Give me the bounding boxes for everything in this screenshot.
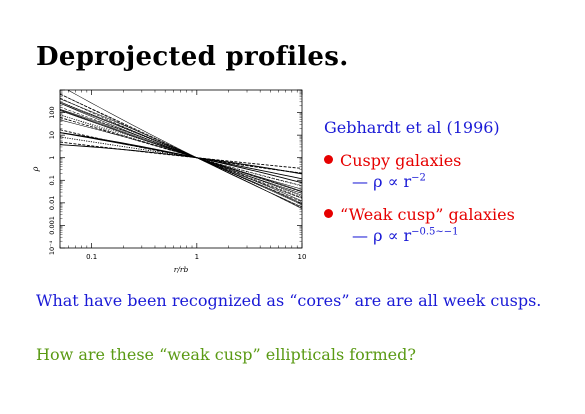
y-tick-label: 1	[48, 156, 56, 160]
x-tick-label: 1	[195, 253, 199, 261]
profile-line	[60, 132, 302, 184]
y-tick-label: 0.01	[48, 196, 56, 210]
plot-frame	[59, 89, 303, 249]
y-tick-label: 100	[48, 106, 56, 118]
profile-line	[60, 144, 302, 175]
relation-exponent: −2	[411, 172, 426, 184]
profile-line	[60, 101, 302, 199]
bullet-cuspy: Cuspy galaxies — ρ ∝ r−2	[324, 150, 564, 192]
bullet-weak-cusp: “Weak cusp” galaxies — ρ ∝ r−0.5∼−1	[324, 204, 564, 246]
slide-title: Deprojected profiles.	[36, 42, 349, 72]
relation-text: — ρ ∝ r	[352, 226, 412, 245]
y-axis-label: ρ	[31, 166, 40, 172]
profile-line	[60, 106, 302, 198]
x-axis-label: r/rb	[174, 265, 189, 274]
chart-svg: 0.1 1 10 10⁻⁴ 0.001 0.01 0.1 1 10 100 r/rb ρ	[31, 89, 307, 274]
series-group	[60, 90, 302, 209]
profile-line	[60, 141, 302, 169]
y-tick-label: 0.001	[48, 216, 56, 235]
density-profile-chart: 0.1 1 10 10⁻⁴ 0.001 0.01 0.1 1 10 100 r/rb ρ	[28, 82, 318, 282]
bullet-dot-icon	[324, 155, 333, 164]
bullet-label: “Weak cusp” galaxies	[340, 205, 515, 224]
profile-line	[60, 114, 302, 197]
y-tick-label: 10⁻⁴	[48, 240, 56, 255]
statement-text: What have been recognized as “cores” are…	[36, 291, 542, 310]
x-tick-label: 0.1	[86, 253, 97, 261]
question-text: How are these “weak cusp” ellipticals fo…	[36, 345, 416, 364]
y-tick-label: 10	[48, 131, 56, 139]
profile-line	[60, 117, 302, 193]
bullet-label: Cuspy galaxies	[340, 151, 462, 170]
bullet-relation: — ρ ∝ r−2	[340, 171, 564, 192]
profile-line	[60, 97, 302, 199]
bullet-relation: — ρ ∝ r−0.5∼−1	[340, 225, 564, 246]
relation-text: — ρ ∝ r	[352, 172, 412, 191]
bullet-dot-icon	[324, 209, 333, 218]
y-tick-label: 0.1	[48, 175, 56, 185]
profile-line	[60, 109, 302, 190]
citation: Gebhardt et al (1996)	[324, 118, 500, 137]
profile-line	[60, 98, 302, 209]
right-column: Gebhardt et al (1996) Cuspy galaxies — ρ…	[324, 117, 564, 246]
x-tick-label: 10	[298, 253, 307, 261]
profile-line	[60, 116, 302, 186]
relation-exponent: −0.5∼−1	[411, 226, 459, 238]
